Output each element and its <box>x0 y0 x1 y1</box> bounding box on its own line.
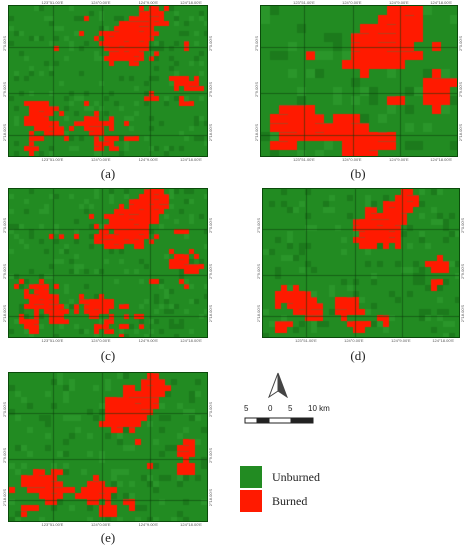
tick-label-c-left-0: 2°0.00'S <box>2 217 7 233</box>
scale-label-mid: 5 <box>288 404 293 413</box>
tick-label-c-bottom-2: 124°9.00'E <box>138 338 159 343</box>
tick-label-a-top-0: 123°51.00'E <box>41 0 64 5</box>
tick-label-a-right-0: 2°0.00'S <box>208 35 213 51</box>
tick-label-e-right-0: 2°0.00'S <box>208 401 213 417</box>
tick-label-a-bottom-2: 124°9.00'E <box>138 157 159 162</box>
map-a <box>8 5 208 157</box>
map-raster-c <box>9 189 207 337</box>
tick-label-d-right-2: 2°18.00'S <box>460 305 465 323</box>
tick-label-c-bottom-3: 124°18.00'E <box>180 338 202 343</box>
scale-bar <box>244 417 314 424</box>
map-c <box>8 188 208 338</box>
tick-label-a-right-1: 2°9.00'S <box>208 82 213 98</box>
tick-label-c-left-1: 2°9.00'S <box>2 263 7 279</box>
tick-label-b-right-1: 2°9.00'S <box>458 82 463 98</box>
tick-label-e-right-1: 2°9.00'S <box>208 447 213 463</box>
tick-label-d-bottom-1: 124°0.00'E <box>344 338 364 343</box>
tick-label-a-bottom-3: 124°18.00'E <box>180 157 202 162</box>
tick-label-c-right-1: 2°9.00'S <box>208 263 213 279</box>
legend-label-burned: Burned <box>272 493 308 508</box>
tick-label-c-bottom-1: 124°0.00'E <box>91 338 111 343</box>
tick-label-d-left-1: 2°9.00'S <box>256 263 261 279</box>
tick-label-d-bottom-0: 123°51.00'E <box>295 338 317 343</box>
tick-label-a-top-3: 124°18.00'E <box>180 0 202 5</box>
tick-label-a-left-0: 2°0.00'S <box>2 35 7 51</box>
legend-label-unburned: Unburned <box>272 469 320 484</box>
legend-swatch-unburned <box>240 466 262 488</box>
tick-label-d-bottom-3: 124°18.00'E <box>432 338 455 343</box>
map-e <box>8 372 208 522</box>
tick-label-d-bottom-2: 124°9.00'E <box>391 338 411 343</box>
legend-item-burned: Burned <box>240 490 307 512</box>
tick-label-e-bottom-1: 124°0.00'E <box>91 522 111 527</box>
tick-label-d-left-2: 2°18.00'S <box>256 305 261 323</box>
map-b <box>260 5 458 157</box>
tick-label-b-left-1: 2°9.00'S <box>254 82 259 98</box>
map-raster-e <box>9 373 207 521</box>
tick-label-e-left-1: 2°9.00'S <box>2 447 7 463</box>
tick-label-d-right-0: 2°0.00'S <box>460 217 465 233</box>
tick-label-b-top-3: 124°18.00'E <box>430 0 453 5</box>
tick-label-b-left-0: 2°0.00'S <box>254 35 259 51</box>
tick-label-b-top-0: 123°51.00'E <box>293 0 315 5</box>
tick-label-d-left-0: 2°0.00'S <box>256 217 261 233</box>
tick-label-a-top-1: 124°0.00'E <box>91 0 111 5</box>
tick-label-a-left-2: 2°18.00'S <box>2 124 7 142</box>
north-arrow-icon <box>268 372 288 398</box>
tick-label-b-top-1: 124°0.00'E <box>342 0 362 5</box>
tick-label-e-bottom-0: 123°51.00'E <box>41 522 64 527</box>
caption-e: (e) <box>100 530 116 545</box>
tick-label-b-bottom-2: 124°9.00'E <box>389 157 409 162</box>
tick-label-d-right-1: 2°9.00'S <box>460 263 465 279</box>
tick-label-e-bottom-3: 124°18.00'E <box>180 522 202 527</box>
tick-label-b-right-2: 2°18.00'S <box>458 124 463 142</box>
scale-label-end: 10 km <box>308 404 330 413</box>
map-raster-b <box>261 6 457 156</box>
tick-label-b-bottom-3: 124°18.00'E <box>430 157 453 162</box>
tick-label-a-left-1: 2°9.00'S <box>2 82 7 98</box>
legend-item-unburned: Unburned <box>240 466 320 488</box>
tick-label-e-left-2: 2°18.00'S <box>2 489 7 507</box>
map-raster-d <box>263 189 459 337</box>
tick-label-a-right-2: 2°18.00'S <box>208 124 213 142</box>
map-d <box>262 188 460 338</box>
caption-c: (c) <box>100 348 116 363</box>
caption-a: (a) <box>100 166 116 181</box>
tick-label-b-bottom-1: 124°0.00'E <box>342 157 362 162</box>
caption-b: (b) <box>350 166 366 181</box>
tick-label-b-left-2: 2°18.00'S <box>254 124 259 142</box>
tick-label-e-bottom-2: 124°9.00'E <box>138 522 159 527</box>
tick-label-c-right-2: 2°18.00'S <box>208 305 213 323</box>
map-raster-a <box>9 6 207 156</box>
tick-label-a-top-2: 124°9.00'E <box>138 0 159 5</box>
tick-label-b-bottom-0: 123°51.00'E <box>293 157 315 162</box>
tick-label-b-right-0: 2°0.00'S <box>458 35 463 51</box>
tick-label-a-bottom-0: 123°51.00'E <box>41 157 64 162</box>
scale-bar-labels: 5 0 5 10 km <box>240 404 340 416</box>
tick-label-a-bottom-1: 124°0.00'E <box>91 157 111 162</box>
tick-label-c-bottom-0: 123°51.00'E <box>41 338 64 343</box>
tick-label-b-top-2: 124°9.00'E <box>389 0 409 5</box>
tick-label-c-left-2: 2°18.00'S <box>2 305 7 323</box>
caption-d: (d) <box>350 348 366 363</box>
tick-label-e-right-2: 2°18.00'S <box>208 489 213 507</box>
scale-label-zero: 0 <box>268 404 273 413</box>
scale-label-left: 5 <box>244 404 249 413</box>
legend-swatch-burned <box>240 490 262 512</box>
tick-label-e-left-0: 2°0.00'S <box>2 401 7 417</box>
tick-label-c-right-0: 2°0.00'S <box>208 217 213 233</box>
